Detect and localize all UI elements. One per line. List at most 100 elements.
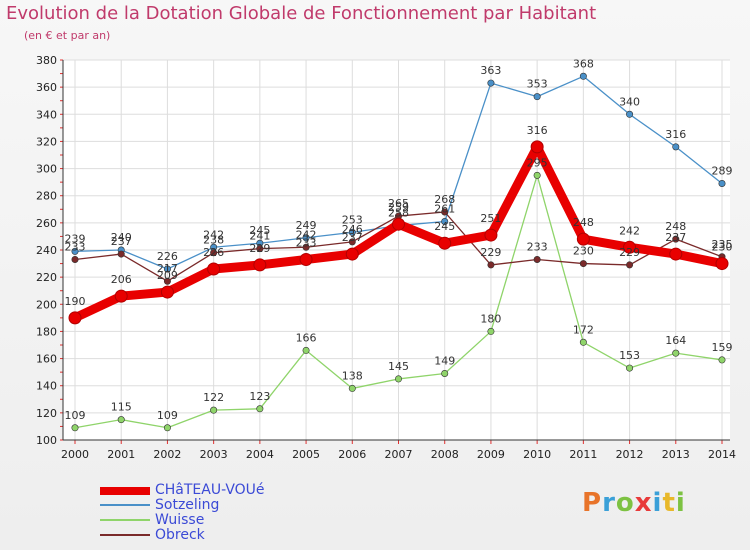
data-label: 248	[665, 220, 686, 233]
x-tick-label: 2005	[292, 448, 320, 461]
legend-label: Sotzeling	[155, 497, 220, 513]
data-label: 233	[65, 241, 86, 254]
legend-item-sotzeling[interactable]: Sotzeling	[100, 497, 360, 513]
y-tick-label: 300	[36, 163, 57, 176]
data-point	[441, 208, 449, 216]
data-point	[163, 277, 171, 285]
x-tick-label: 2013	[662, 448, 690, 461]
x-tick-label: 2008	[431, 448, 459, 461]
data-label: 233	[296, 237, 317, 250]
data-label: 230	[573, 245, 594, 258]
data-point	[438, 236, 452, 250]
data-label: 226	[203, 246, 224, 259]
logo-letter: i	[675, 488, 686, 518]
y-tick-label: 160	[36, 353, 57, 366]
logo-letter: P	[582, 488, 603, 518]
data-point	[487, 79, 495, 87]
data-label: 340	[619, 95, 640, 108]
y-tick-label: 120	[36, 407, 57, 420]
legend-item-obreck[interactable]: Obreck	[100, 527, 360, 543]
data-point	[210, 249, 218, 257]
data-label: 109	[65, 409, 86, 422]
legend-item-chateau-voue[interactable]: CHâTEAU-VOUé	[100, 482, 360, 498]
legend-label: CHâTEAU-VOUé	[155, 482, 265, 498]
data-point	[160, 285, 174, 299]
x-tick-label: 2012	[616, 448, 644, 461]
data-label: 229	[480, 246, 501, 259]
chart-subtitle: (en € et par an)	[24, 29, 111, 42]
data-point	[626, 364, 634, 372]
legend-label: Obreck	[155, 527, 205, 543]
data-point	[579, 260, 587, 268]
y-tick-label: 260	[36, 217, 57, 230]
data-point	[394, 375, 402, 383]
logo-letter: t	[662, 488, 676, 518]
y-tick-label: 340	[36, 108, 57, 121]
data-label: 237	[665, 231, 686, 244]
legend-swatch	[100, 487, 150, 495]
data-label: 316	[527, 124, 548, 137]
logo-letter: x	[634, 488, 653, 518]
data-label: 249	[296, 219, 317, 232]
x-tick-label: 2001	[107, 448, 135, 461]
data-point	[302, 243, 310, 251]
data-point	[163, 265, 171, 273]
data-label: 209	[157, 269, 178, 282]
data-point	[163, 424, 171, 432]
data-point	[117, 250, 125, 258]
data-point	[441, 218, 449, 226]
data-label: 265	[388, 197, 409, 210]
data-label: 172	[573, 323, 594, 336]
data-label: 240	[111, 231, 132, 244]
data-label: 145	[388, 360, 409, 373]
data-label: 289	[712, 165, 733, 178]
data-point	[348, 238, 356, 246]
data-label: 258	[388, 207, 409, 220]
data-label: 295	[527, 156, 548, 169]
data-label: 123	[249, 390, 270, 403]
data-point	[114, 289, 128, 303]
y-tick-label: 360	[36, 81, 57, 94]
data-label: 261	[434, 203, 455, 216]
y-tick-label: 320	[36, 135, 57, 148]
data-point	[71, 255, 79, 263]
data-point	[533, 171, 541, 179]
data-label: 245	[434, 220, 455, 233]
x-tick-label: 2006	[338, 448, 366, 461]
data-point	[533, 93, 541, 101]
data-label: 229	[249, 242, 270, 255]
legend-item-wuisse[interactable]: Wuisse	[100, 512, 360, 528]
data-label: 159	[712, 341, 733, 354]
data-point	[253, 258, 267, 272]
data-label: 164	[665, 334, 686, 347]
data-point	[392, 217, 405, 231]
x-tick-label: 2003	[200, 448, 228, 461]
x-tick-label: 2011	[569, 448, 597, 461]
x-tick-label: 2004	[246, 448, 274, 461]
legend-swatch	[100, 534, 150, 536]
data-point	[348, 384, 356, 392]
data-point	[207, 262, 221, 276]
data-point	[345, 247, 359, 261]
data-point	[530, 140, 544, 154]
data-point	[487, 261, 495, 269]
data-label: 229	[619, 246, 640, 259]
data-label: 368	[573, 57, 594, 70]
legend-label: Wuisse	[155, 512, 205, 528]
data-label: 239	[65, 232, 86, 245]
data-label: 316	[665, 128, 686, 141]
data-point	[718, 180, 726, 188]
data-point	[576, 232, 590, 246]
data-point	[256, 405, 264, 413]
data-label: 115	[111, 401, 132, 414]
y-tick-label: 200	[36, 298, 57, 311]
y-tick-label: 140	[36, 380, 57, 393]
data-label: 241	[249, 230, 270, 243]
data-label: 109	[157, 409, 178, 422]
data-label: 238	[203, 234, 224, 247]
data-point	[672, 143, 680, 151]
data-label: 268	[434, 193, 455, 206]
y-tick-label: 280	[36, 190, 57, 203]
